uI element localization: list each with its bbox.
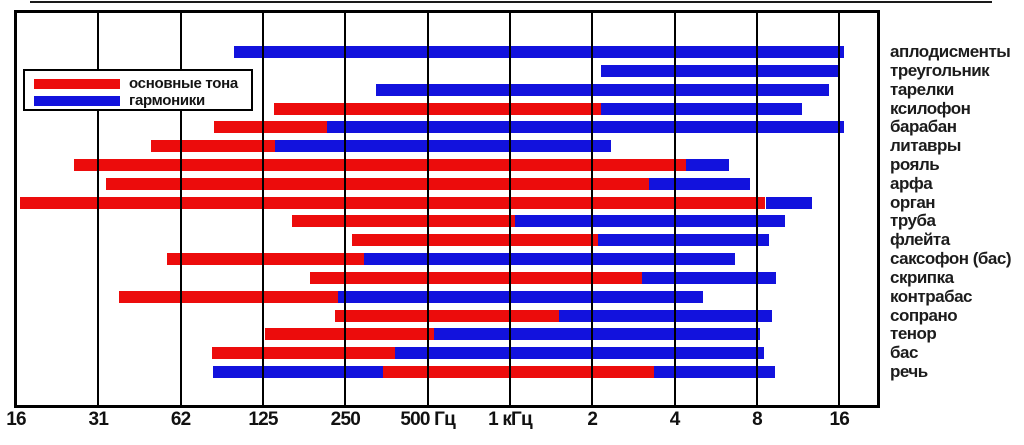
bar-segment-harmonics [375, 83, 829, 96]
bar-segment-harmonics [364, 253, 735, 266]
bar-segment-harmonics [600, 102, 803, 115]
x-tick-label: 1 кГц [488, 409, 533, 430]
legend-swatch-harmonics-icon [34, 95, 120, 106]
bar-segment-harmonics [765, 196, 812, 209]
bar-segment-fundamental [166, 253, 365, 266]
bar-segment-fundamental [264, 328, 434, 341]
instrument-label: рояль [890, 154, 940, 174]
bar-segment-harmonics [434, 328, 760, 341]
gridline [755, 13, 758, 405]
bar-segment-fundamental [273, 102, 601, 115]
bar-segment-harmonics [327, 121, 844, 134]
bar-segment-harmonics [233, 46, 844, 58]
instrument-label: скрипка [890, 267, 954, 287]
gridline [838, 13, 841, 405]
bar-segment-harmonics [654, 366, 775, 378]
legend-item-fundamental: основные тона [34, 75, 238, 92]
bar-segment-fundamental [211, 347, 396, 360]
bar-segment-fundamental [151, 140, 276, 153]
x-tick-label: 62 [170, 409, 191, 430]
x-tick-label: 8 [752, 409, 763, 430]
bar-segment-fundamental [105, 177, 649, 190]
bar-segment-harmonics [559, 309, 772, 322]
instrument-label: арфа [890, 173, 933, 193]
instrument-label: сопрано [890, 305, 958, 325]
x-tick-label: 31 [88, 409, 109, 430]
x-tick-label: 500 Гц [400, 409, 455, 430]
bar-segment-fundamental [335, 309, 560, 322]
instrument-label: саксофон (бас) [890, 249, 1012, 269]
instrument-label: речь [890, 362, 928, 381]
instrument-label: тарелки [890, 79, 954, 99]
bar-segment-harmonics [515, 215, 786, 228]
legend: основные тона гармоники [23, 69, 253, 111]
gridline [179, 13, 182, 405]
instrument-label: бас [890, 343, 918, 363]
bar-segment-harmonics [649, 177, 750, 190]
bar-segment-fundamental [382, 366, 655, 378]
bar-segment-fundamental [291, 215, 516, 228]
bar-segment-fundamental [73, 158, 686, 171]
instrument-label: контрабас [890, 286, 973, 306]
bar-segment-harmonics [275, 140, 612, 153]
instrument-label: тенор [890, 324, 937, 344]
bar-segment-harmonics [598, 234, 770, 247]
legend-label: гармоники [129, 92, 205, 109]
x-tick-label: 16 [6, 409, 26, 430]
gridline [344, 13, 347, 405]
gridline [508, 13, 511, 405]
instrument-label: треугольник [890, 60, 990, 80]
bar-segment-harmonics [213, 366, 383, 378]
bar-segment-harmonics [600, 64, 841, 77]
x-tick-label: 250 [330, 409, 361, 430]
instrument-label: литавры [890, 136, 961, 156]
bar-segment-fundamental [118, 290, 338, 303]
top-border-line [30, 1, 992, 3]
instrument-label: аплодисменты [890, 42, 1011, 61]
bar-segment-fundamental [351, 234, 599, 247]
instrument-label: труба [890, 211, 936, 231]
bar-segment-fundamental [309, 271, 642, 284]
bar-segment-fundamental [214, 121, 328, 134]
bar-segment-harmonics [685, 158, 730, 171]
gridline [426, 13, 429, 405]
legend-item-harmonics: гармоники [34, 92, 205, 109]
legend-swatch-fundamental-icon [34, 78, 120, 89]
gridline [261, 13, 264, 405]
bar-segment-fundamental [19, 196, 766, 209]
bar-segment-harmonics [395, 347, 765, 360]
instrument-label: флейта [890, 230, 950, 250]
legend-label: основные тона [129, 75, 238, 92]
gridline [591, 13, 594, 405]
x-tick-label: 125 [248, 409, 278, 430]
x-tick-label: 16 [829, 409, 850, 430]
instrument-label: орган [890, 192, 936, 212]
instrument-label: ксилофон [890, 98, 971, 118]
instrument-label: барабан [890, 117, 957, 137]
gridline [97, 13, 100, 405]
x-tick-label: 2 [587, 409, 598, 430]
x-tick-label: 4 [669, 409, 681, 430]
gridline [673, 13, 676, 405]
bar-segment-harmonics [337, 290, 703, 303]
